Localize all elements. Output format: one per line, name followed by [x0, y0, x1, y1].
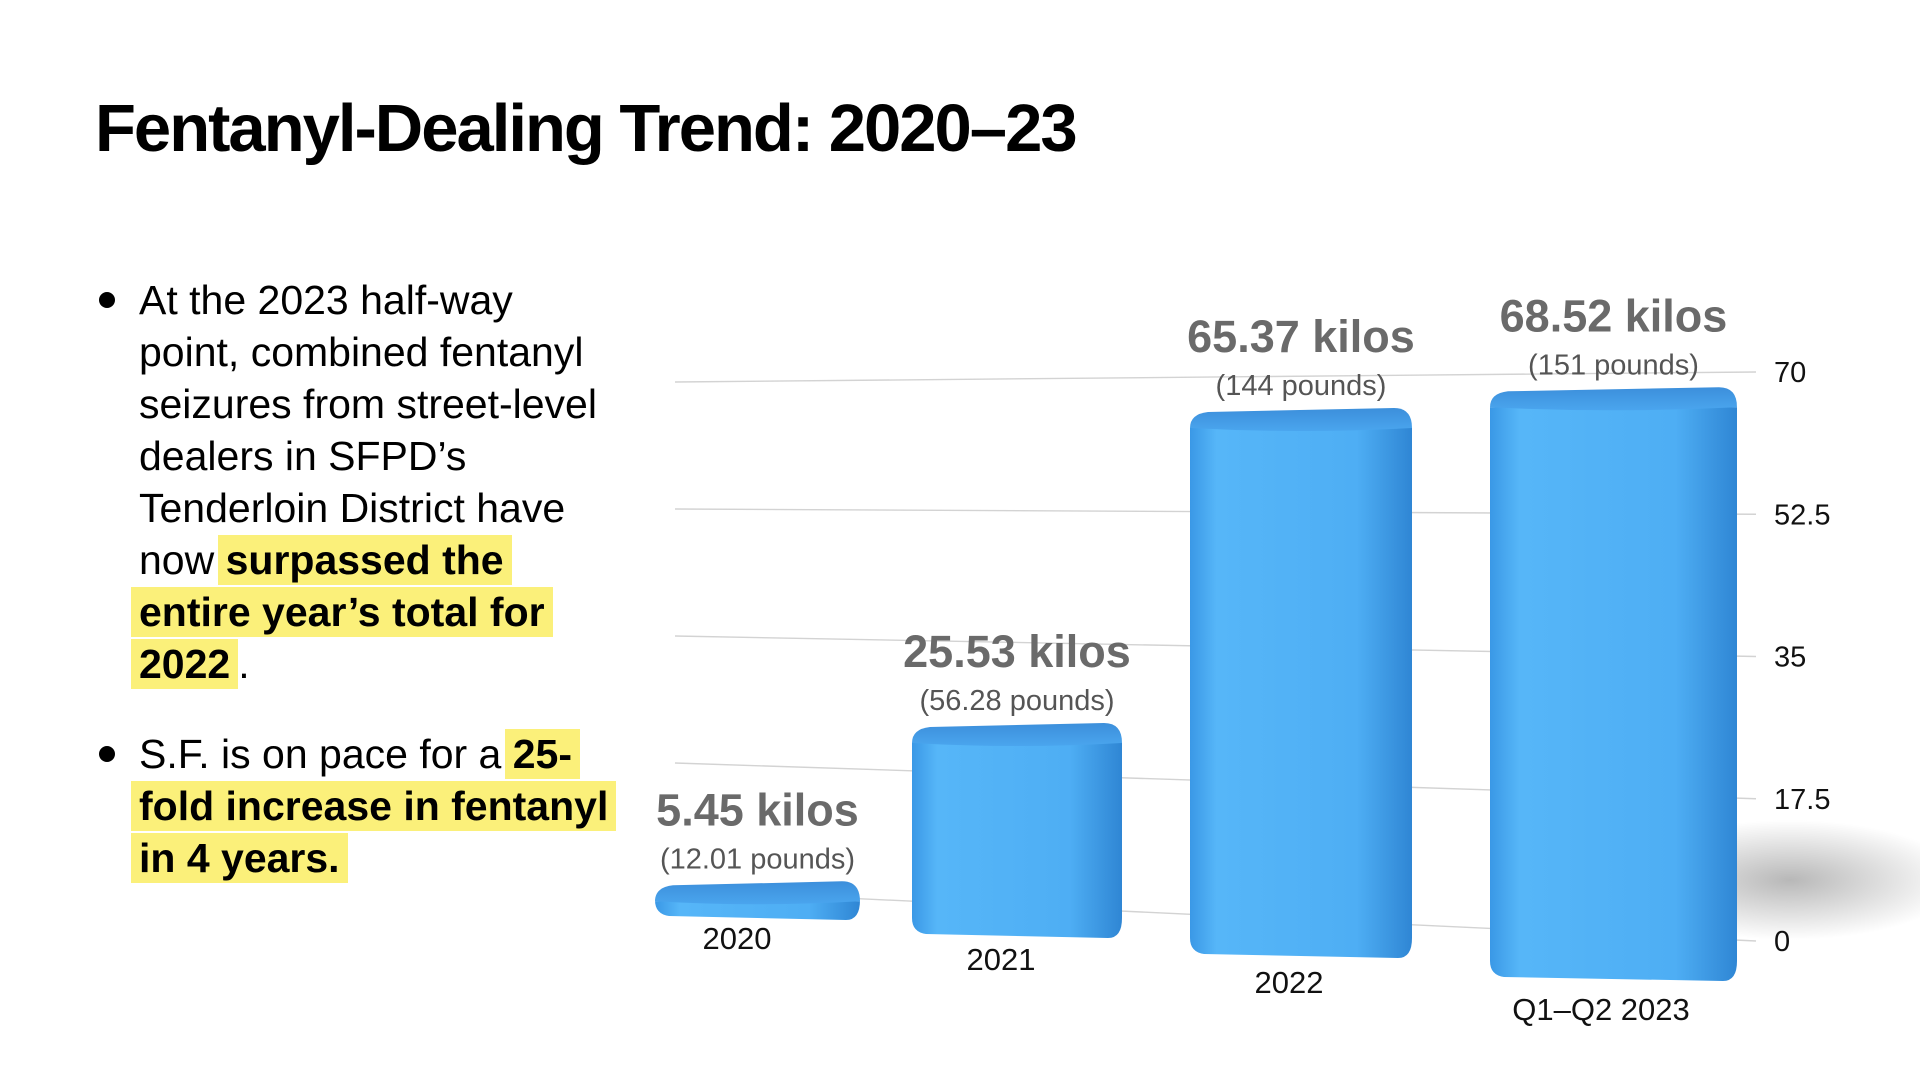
y-tick-label: 17.5	[1774, 784, 1830, 816]
y-tick-label: 35	[1774, 642, 1806, 674]
bullet-item: S.F. is on pace for a 25-fold increase i…	[95, 728, 617, 884]
data-label-kilos: 5.45 kilos	[656, 784, 859, 835]
data-label-kilos: 25.53 kilos	[903, 626, 1131, 677]
bar	[912, 723, 1122, 938]
data-label-kilos: 68.52 kilos	[1500, 290, 1728, 341]
bar-body	[912, 743, 1122, 938]
bars	[655, 387, 1737, 981]
bar-body	[1190, 428, 1412, 959]
bar-top	[1190, 408, 1412, 432]
x-category-label: 2021	[967, 942, 1036, 977]
data-label-pounds: (12.01 pounds)	[660, 843, 855, 875]
bar-body	[655, 900, 860, 920]
bar-top	[655, 881, 860, 905]
bullet-dot-icon	[99, 746, 115, 762]
x-category-label: Q1–Q2 2023	[1512, 992, 1690, 1027]
data-label-pounds: (56.28 pounds)	[919, 685, 1114, 717]
bullet-list: At the 2023 half-way point, combined fen…	[95, 274, 617, 884]
bullet-item: At the 2023 half-way point, combined fen…	[95, 274, 615, 690]
bar-top	[1490, 387, 1737, 411]
y-tick-label: 70	[1774, 357, 1806, 389]
data-label-kilos: 65.37 kilos	[1187, 311, 1415, 362]
y-axis-ticks: 0 17.5 35 52.5 70	[1774, 357, 1830, 958]
bar-body	[1490, 407, 1737, 981]
bar	[655, 881, 860, 920]
x-category-label: 2022	[1255, 965, 1324, 1000]
data-label-pounds: (151 pounds)	[1528, 349, 1699, 381]
data-label-pounds: (144 pounds)	[1216, 370, 1387, 402]
x-axis-categories: 2020 2021 2022 Q1–Q2 2023	[703, 921, 1690, 1027]
data-labels: 5.45 kilos (12.01 pounds) 25.53 kilos (56.2…	[656, 290, 1727, 875]
y-tick-label: 52.5	[1774, 499, 1830, 531]
bullet-text-after: .	[238, 641, 250, 687]
bar-top	[912, 723, 1122, 747]
bullet-text: S.F. is on pace for a	[139, 731, 513, 777]
bullet-text: At the 2023 half-way point, combined fen…	[139, 277, 597, 583]
bar	[1490, 387, 1737, 981]
bar	[1190, 408, 1412, 959]
y-tick-label: 0	[1774, 926, 1790, 958]
gridline	[674, 371, 1757, 383]
bullet-dot-icon	[99, 292, 115, 308]
slide-title: Fentanyl-Dealing Trend: 2020–23	[95, 91, 1078, 166]
x-category-label: 2020	[703, 921, 772, 956]
